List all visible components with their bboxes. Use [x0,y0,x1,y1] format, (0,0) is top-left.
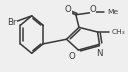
Text: Me: Me [107,9,118,15]
Text: CH₃: CH₃ [112,29,125,35]
Text: N: N [96,49,103,58]
Text: Br: Br [7,18,17,27]
Text: O: O [89,5,96,14]
Text: O: O [68,52,75,61]
Text: O: O [65,5,72,14]
